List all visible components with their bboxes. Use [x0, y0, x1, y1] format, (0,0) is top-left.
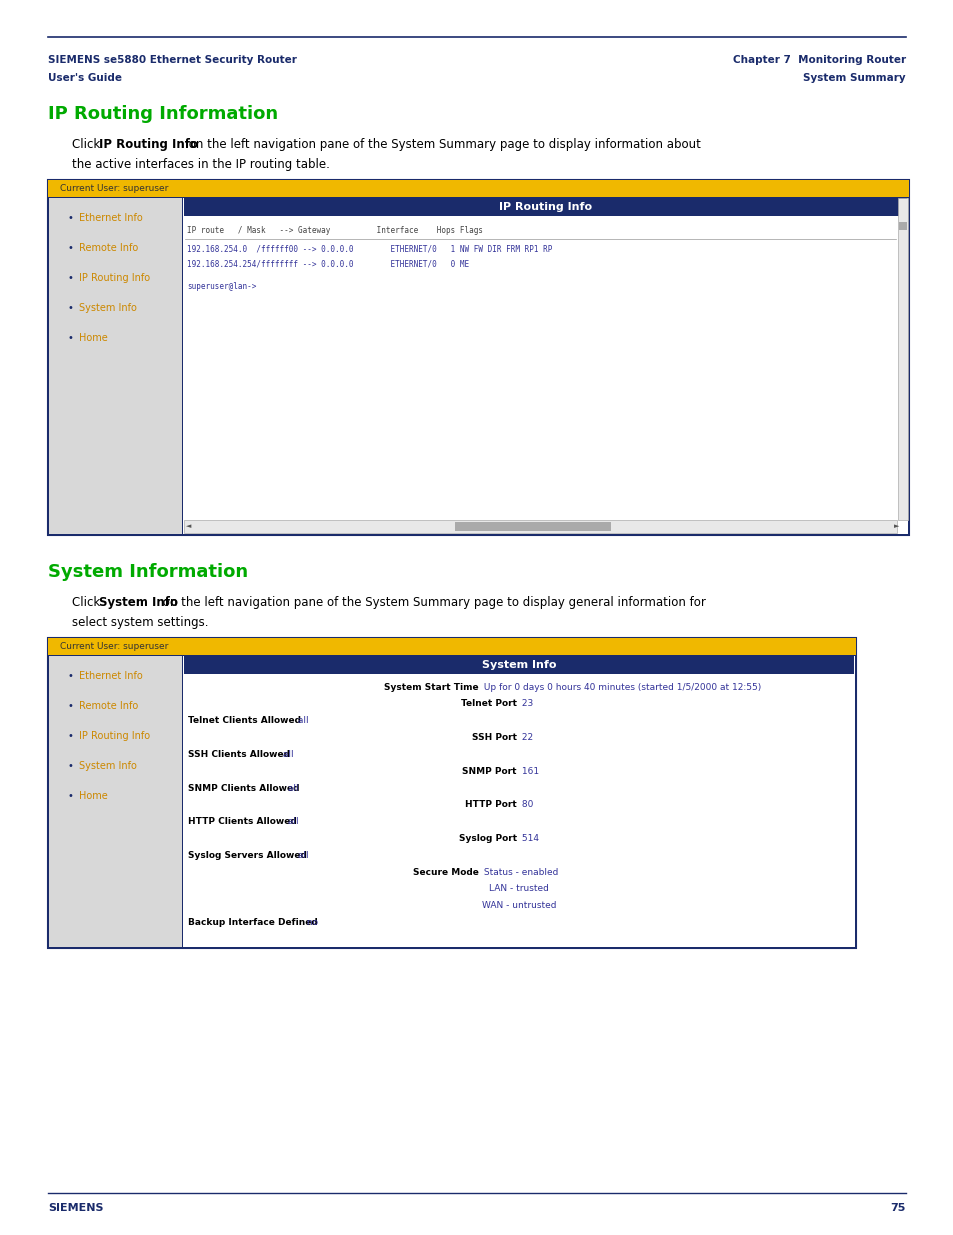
Text: all: all [285, 818, 298, 826]
FancyBboxPatch shape [184, 198, 906, 216]
Text: System Summary: System Summary [802, 73, 905, 83]
Text: HTTP Clients Allowed: HTTP Clients Allowed [188, 818, 296, 826]
Text: System Info: System Info [99, 597, 178, 609]
Text: 75: 75 [890, 1203, 905, 1213]
Text: System Information: System Information [48, 563, 248, 580]
Text: 192.168.254.254/ffffffff --> 0.0.0.0        ETHERNET/0   0 ME: 192.168.254.254/ffffffff --> 0.0.0.0 ETH… [187, 259, 469, 269]
Text: HTTP Port: HTTP Port [465, 800, 517, 809]
Text: all: all [285, 783, 298, 793]
Text: Ethernet Info: Ethernet Info [79, 212, 143, 222]
Text: •: • [67, 212, 73, 222]
FancyBboxPatch shape [898, 222, 906, 230]
FancyBboxPatch shape [48, 180, 908, 196]
Text: IP Routing Info: IP Routing Info [79, 731, 151, 741]
Text: IP Routing Info: IP Routing Info [79, 273, 151, 283]
Text: on the left navigation pane of the System Summary page to display general inform: on the left navigation pane of the Syste… [159, 597, 705, 609]
Text: Current User: superuser: Current User: superuser [60, 184, 168, 193]
Text: IP Routing Information: IP Routing Information [48, 105, 278, 124]
Text: •: • [67, 731, 73, 741]
Text: 161: 161 [518, 767, 538, 776]
Text: 514: 514 [518, 834, 538, 844]
FancyBboxPatch shape [183, 198, 907, 534]
Text: •: • [67, 243, 73, 253]
Text: Click: Click [71, 138, 104, 151]
Text: superuser@lan->: superuser@lan-> [187, 282, 256, 290]
Text: ◄: ◄ [186, 524, 192, 530]
FancyBboxPatch shape [184, 656, 853, 674]
Text: all: all [294, 716, 308, 725]
Text: select system settings.: select system settings. [71, 616, 209, 629]
Text: 80: 80 [518, 800, 533, 809]
Text: •: • [67, 303, 73, 312]
FancyBboxPatch shape [48, 180, 908, 535]
Text: SSH Clients Allowed: SSH Clients Allowed [188, 750, 290, 758]
Text: ►: ► [893, 524, 899, 530]
Text: •: • [67, 700, 73, 710]
Text: Chapter 7  Monitoring Router: Chapter 7 Monitoring Router [732, 56, 905, 65]
Text: Remote Info: Remote Info [79, 243, 138, 253]
Text: •: • [67, 273, 73, 283]
Text: SSH Port: SSH Port [472, 734, 517, 742]
Text: the active interfaces in the IP routing table.: the active interfaces in the IP routing … [71, 158, 330, 170]
Text: on the left navigation pane of the System Summary page to display information ab: on the left navigation pane of the Syste… [185, 138, 700, 151]
FancyBboxPatch shape [184, 520, 896, 532]
Text: 23: 23 [518, 699, 533, 709]
Text: Current User: superuser: Current User: superuser [60, 642, 168, 651]
Text: no: no [304, 918, 318, 927]
Text: Home: Home [79, 790, 108, 800]
Text: IP route   / Mask   --> Gateway          Interface    Hops Flags: IP route / Mask --> Gateway Interface Ho… [187, 226, 482, 235]
Text: Syslog Servers Allowed: Syslog Servers Allowed [188, 851, 307, 860]
Text: 192.168.254.0  /ffffff00 --> 0.0.0.0        ETHERNET/0   1 NW FW DIR FRM RP1 RP: 192.168.254.0 /ffffff00 --> 0.0.0.0 ETHE… [187, 245, 552, 253]
Text: Status - enabled: Status - enabled [480, 867, 558, 877]
Text: Telnet Port: Telnet Port [460, 699, 517, 709]
Text: •: • [67, 671, 73, 680]
Text: Backup Interface Defined: Backup Interface Defined [188, 918, 317, 927]
Text: •: • [67, 761, 73, 771]
FancyBboxPatch shape [48, 638, 855, 948]
Text: LAN - trusted: LAN - trusted [489, 884, 548, 893]
Text: Home: Home [79, 332, 108, 342]
Text: Click: Click [71, 597, 104, 609]
Text: all: all [280, 750, 294, 758]
Text: •: • [67, 332, 73, 342]
Text: all: all [294, 851, 308, 860]
Text: 22: 22 [518, 734, 533, 742]
FancyBboxPatch shape [50, 198, 181, 534]
Text: System Info: System Info [481, 659, 556, 669]
FancyBboxPatch shape [50, 656, 181, 947]
Text: SNMP Clients Allowed: SNMP Clients Allowed [188, 783, 299, 793]
FancyBboxPatch shape [455, 522, 611, 531]
Text: IP Routing Info: IP Routing Info [498, 201, 592, 211]
FancyBboxPatch shape [48, 638, 855, 655]
Text: IP Routing Info: IP Routing Info [99, 138, 198, 151]
Text: SIEMENS: SIEMENS [48, 1203, 103, 1213]
Text: SIEMENS se5880 Ethernet Security Router: SIEMENS se5880 Ethernet Security Router [48, 56, 296, 65]
Text: System Info: System Info [79, 761, 137, 771]
Text: •: • [67, 790, 73, 800]
Text: Up for 0 days 0 hours 40 minutes (started 1/5/2000 at 12:55): Up for 0 days 0 hours 40 minutes (starte… [480, 683, 760, 692]
Text: Remote Info: Remote Info [79, 700, 138, 710]
Text: WAN - untrusted: WAN - untrusted [481, 902, 556, 910]
FancyBboxPatch shape [183, 656, 854, 947]
Text: Secure Mode: Secure Mode [413, 867, 478, 877]
Text: Telnet Clients Allowed: Telnet Clients Allowed [188, 716, 301, 725]
FancyBboxPatch shape [897, 198, 907, 520]
Text: System Info: System Info [79, 303, 137, 312]
Text: SNMP Port: SNMP Port [462, 767, 517, 776]
Text: Ethernet Info: Ethernet Info [79, 671, 143, 680]
Text: Syslog Port: Syslog Port [458, 834, 517, 844]
Text: User's Guide: User's Guide [48, 73, 122, 83]
Text: System Start Time: System Start Time [384, 683, 478, 692]
